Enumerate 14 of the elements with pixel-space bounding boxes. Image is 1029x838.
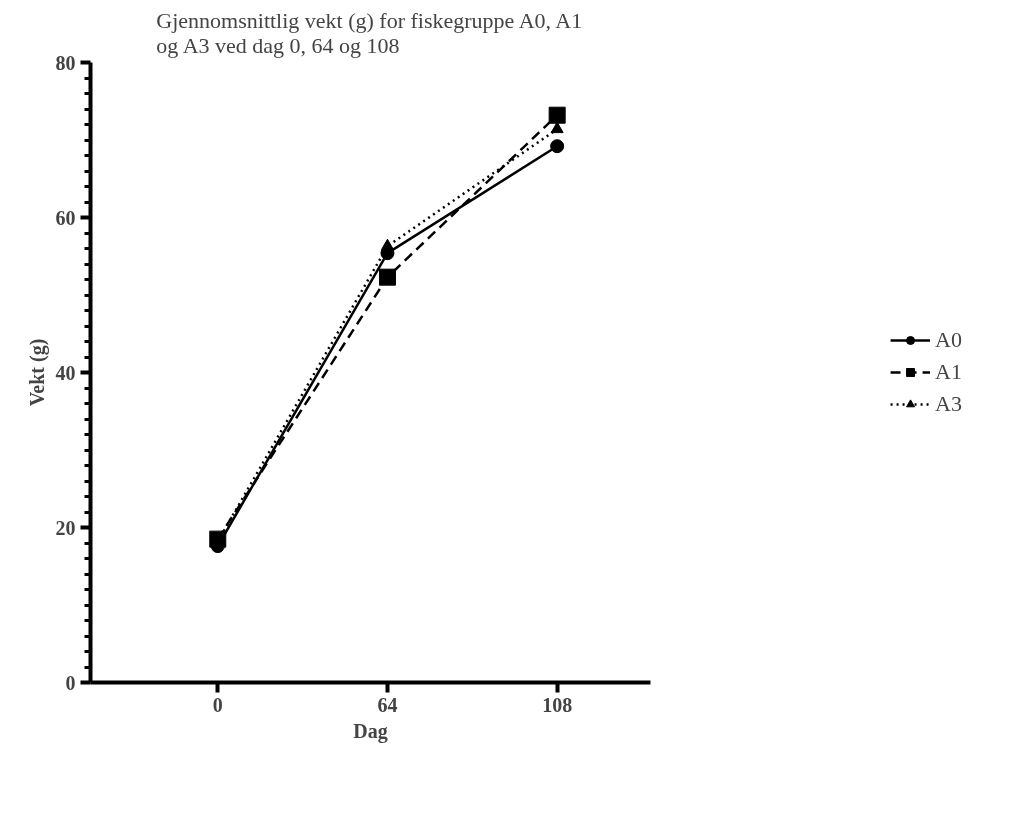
legend-label: A0 xyxy=(935,327,962,353)
x-tick-label: 0 xyxy=(212,693,223,716)
y-tick-label: 80 xyxy=(55,51,76,74)
x-tick-label: 64 xyxy=(377,693,398,716)
x-axis-title: Dag xyxy=(353,719,388,743)
y-axis-title: Vekt (g) xyxy=(25,338,49,407)
legend-label: A3 xyxy=(935,391,962,417)
chart-title: Gjennomsnittlig vekt (g) for fiskegruppe A0, A1 og A3 ved dag 0, 64 og 108 xyxy=(156,7,583,58)
legend-label: A1 xyxy=(935,359,962,385)
y-tick-label: 20 xyxy=(55,516,76,539)
y-tick-label: 60 xyxy=(55,206,76,229)
x-tick-label: 108 xyxy=(542,693,573,716)
y-tick-label: 0 xyxy=(65,671,76,694)
y-tick-label: 40 xyxy=(55,361,76,384)
